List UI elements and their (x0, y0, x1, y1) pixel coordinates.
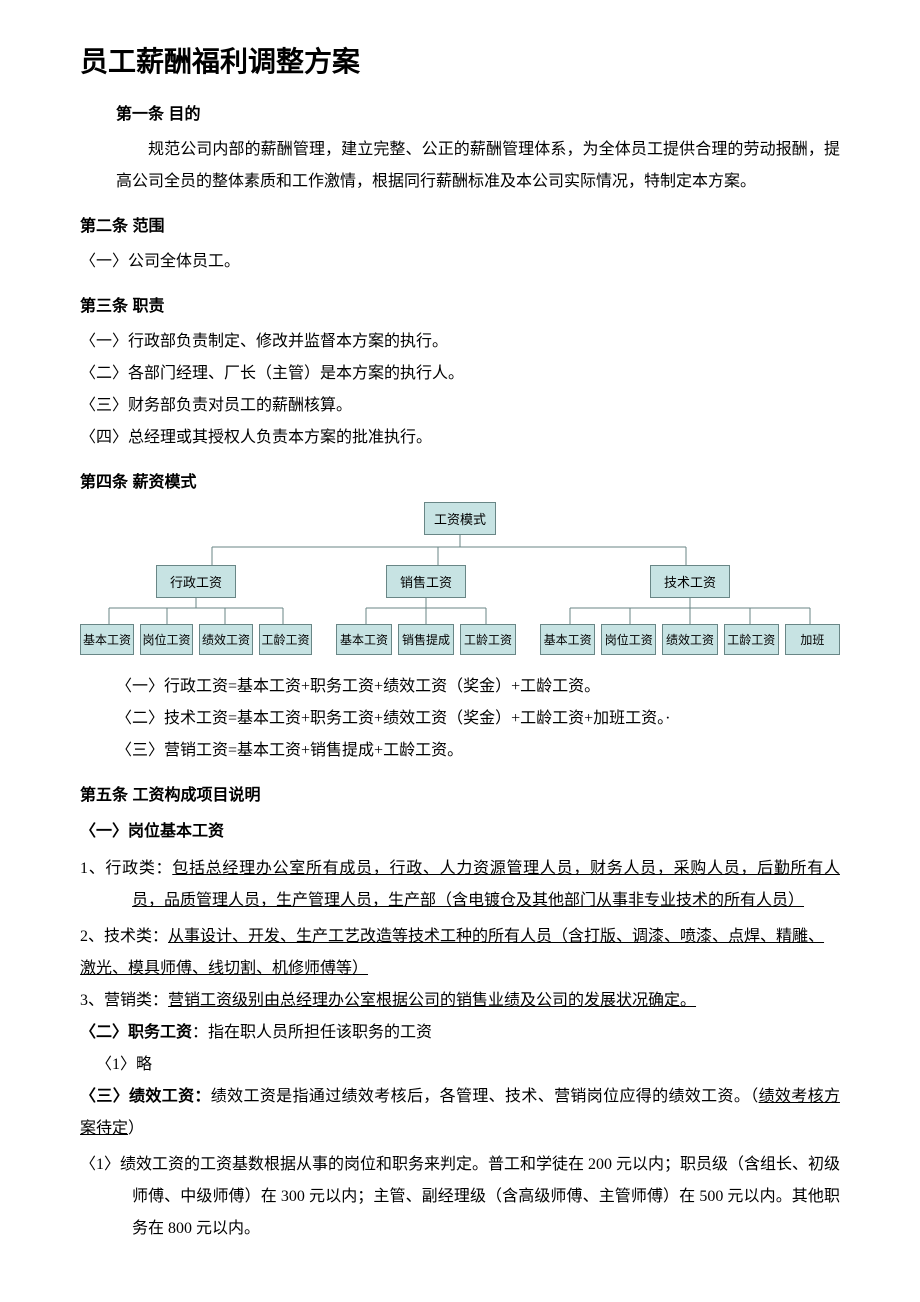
chart-branch-tech: 技术工资 基本工资 岗位工资 绩效工资 工龄工资 加班 (540, 565, 840, 655)
section2-item1: 〈一〉公司全体员工。 (80, 246, 840, 278)
section5-entry1: 1、行政类：包括总经理办公室所有成员，行政、人力资源管理人员，财务人员，采购人员… (80, 853, 840, 917)
section5-sub1: 〈一〉岗位基本工资 (80, 817, 840, 841)
sub3-close: ） (128, 1120, 144, 1137)
chart-admin-leaf2: 岗位工资 (140, 624, 194, 655)
entry3-prefix: 3、营销类： (80, 992, 168, 1009)
section5-entry2: 2、技术类：从事设计、开发、生产工艺改造等技术工种的所有人员（含打版、调漆、喷漆… (80, 921, 840, 985)
chart-tech-leaf2: 岗位工资 (601, 624, 656, 655)
section5-head: 第五条 工资构成项目说明 (80, 781, 840, 805)
chart-branch-sales: 销售工资 基本工资 销售提成 工龄工资 (320, 565, 532, 655)
chart-tech-leaf4: 工龄工资 (724, 624, 779, 655)
sub2-label: 〈二〉职务工资 (80, 1024, 192, 1041)
section3-item2: 〈二〉各部门经理、厂长（主管）是本方案的执行人。 (80, 358, 840, 390)
section3-item3: 〈三〉财务部负责对员工的薪酬核算。 (80, 390, 840, 422)
section1-body: 规范公司内部的薪酬管理，建立完整、公正的薪酬管理体系，为全体员工提供合理的劳动报… (116, 134, 840, 198)
section1-head: 第一条 目的 (116, 100, 840, 124)
entry3-underline: 营销工资级别由总经理办公室根据公司的销售业绩及公司的发展状况确定。 (168, 992, 696, 1009)
chart-sales-leaf3: 工龄工资 (460, 624, 516, 655)
chart-tech-leaf3: 绩效工资 (662, 624, 717, 655)
entry1-underline: 包括总经理办公室所有成员，行政、人力资源管理人员，财务人员，采购人员，后勤所有人… (132, 860, 840, 909)
salary-mode-chart: 工资模式 行政工资 基本工资 岗位工资 绩效工资 工龄工资 (80, 502, 840, 655)
chart-root: 工资模式 (424, 502, 496, 535)
formula3: 〈三〉营销工资=基本工资+销售提成+工龄工资。 (116, 735, 840, 767)
chart-admin-leaf1: 基本工资 (80, 624, 134, 655)
section4-head: 第四条 薪资模式 (80, 468, 840, 492)
chart-admin-leaf4: 工龄工资 (259, 624, 313, 655)
section2-head: 第二条 范围 (80, 212, 840, 236)
chart-sales-leaf1: 基本工资 (336, 624, 392, 655)
sub3-label: 〈三〉绩效工资： (80, 1088, 211, 1105)
section5-sub2-i1: 〈1〉略 (80, 1049, 840, 1081)
chart-admin-label: 行政工资 (156, 565, 236, 598)
chart-branch-admin: 行政工资 基本工资 岗位工资 绩效工资 工龄工资 (80, 565, 312, 655)
doc-title: 员工薪酬福利调整方案 (80, 40, 840, 80)
chart-tech-leaf1: 基本工资 (540, 624, 595, 655)
chart-tech-label: 技术工资 (650, 565, 730, 598)
chart-tech-leaf5: 加班 (785, 624, 840, 655)
chart-sales-label: 销售工资 (386, 565, 466, 598)
formula1: 〈一〉行政工资=基本工资+职务工资+绩效工资（奖金）+工龄工资。 (116, 671, 840, 703)
formula2: 〈二〉技术工资=基本工资+职务工资+绩效工资（奖金）+工龄工资+加班工资。· (116, 703, 840, 735)
sub3-rest: 绩效工资是指通过绩效考核后，各管理、技术、营销岗位应得的绩效工资。（ (211, 1088, 759, 1105)
section3-item1: 〈一〉行政部负责制定、修改并监督本方案的执行。 (80, 326, 840, 358)
chart-sales-leaf2: 销售提成 (398, 624, 454, 655)
entry2-underline: 从事设计、开发、生产工艺改造等技术工种的所有人员（含打版、调漆、喷漆、点焊、精雕… (80, 928, 824, 977)
section3-head: 第三条 职责 (80, 292, 840, 316)
sub2-rest: ：指在职人员所担任该职务的工资 (192, 1024, 432, 1041)
section5-sub3-i1: 〈1〉绩效工资的工资基数根据从事的岗位和职务来判定。普工和学徒在 200 元以内… (80, 1149, 840, 1245)
section3-item4: 〈四〉总经理或其授权人负责本方案的批准执行。 (80, 422, 840, 454)
entry2-prefix: 2、技术类： (80, 928, 168, 945)
section5-sub3: 〈三〉绩效工资：绩效工资是指通过绩效考核后，各管理、技术、营销岗位应得的绩效工资… (80, 1081, 840, 1145)
chart-admin-leaf3: 绩效工资 (199, 624, 253, 655)
section5-sub2: 〈二〉职务工资：指在职人员所担任该职务的工资 (80, 1017, 840, 1049)
section5-entry3: 3、营销类：营销工资级别由总经理办公室根据公司的销售业绩及公司的发展状况确定。 (80, 985, 840, 1017)
entry1-prefix: 1、行政类： (80, 860, 172, 877)
